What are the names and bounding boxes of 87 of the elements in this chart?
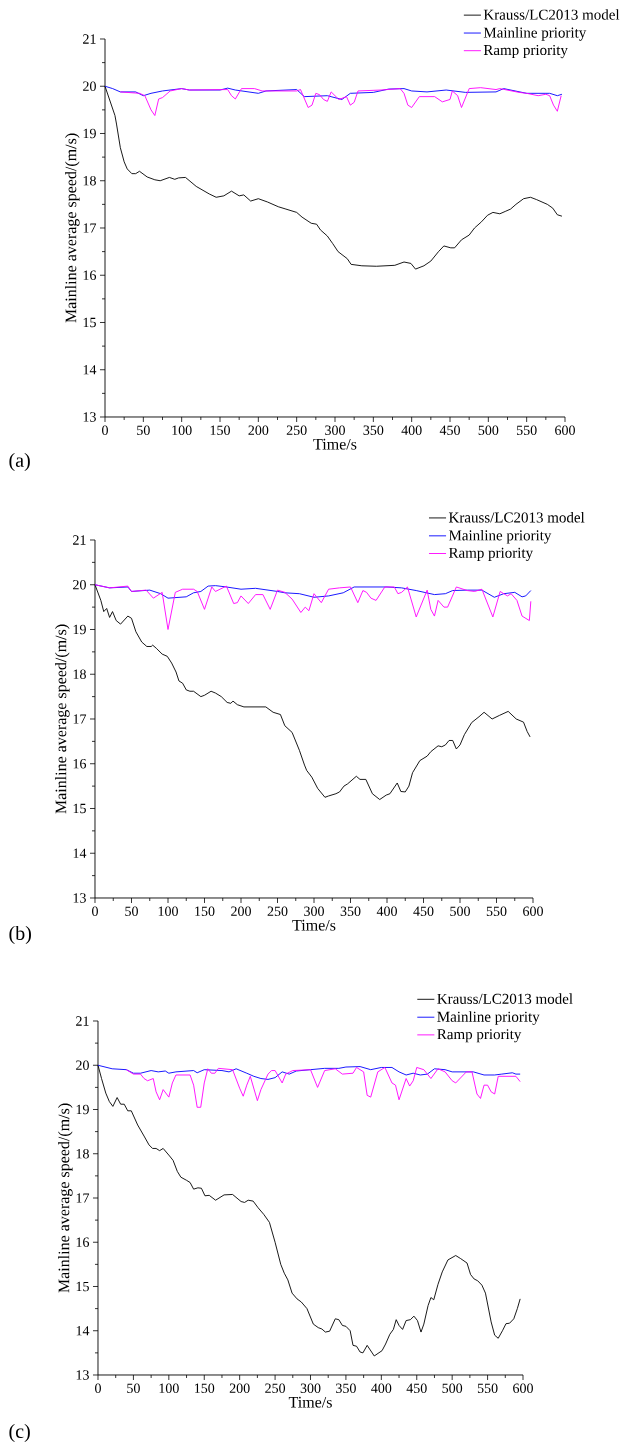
x-tick-label: 300 (304, 906, 324, 916)
x-tick-label: 450 (413, 906, 434, 916)
x-tick-label: 450 (439, 425, 460, 435)
y-tick-label: 19 (76, 1104, 89, 1115)
x-tick-label: 150 (210, 425, 230, 435)
y-tick-label: 13 (73, 893, 86, 903)
x-tick-label: 350 (363, 425, 384, 435)
x-tick-label: 50 (125, 906, 138, 916)
x-tick-label: 250 (267, 906, 288, 916)
legend-label: Mainline priority (483, 27, 587, 41)
y-tick-label: 17 (73, 714, 87, 724)
x-tick-label: 50 (137, 425, 150, 435)
x-tick-label: 350 (340, 906, 361, 916)
y-tick-label: 16 (73, 759, 87, 769)
x-tick-label: 0 (102, 425, 108, 435)
x-tick-label: 50 (127, 1383, 140, 1393)
y-tick-label: 21 (73, 535, 86, 545)
y-tick-label: 18 (83, 176, 96, 186)
line-series (104, 85, 563, 100)
x-axis-title: Time/s (288, 1396, 332, 1408)
x-tick-label: 200 (248, 425, 269, 435)
x-tick-label: 0 (95, 1383, 101, 1393)
x-tick-label: 400 (401, 425, 422, 435)
x-tick-label: 450 (406, 1383, 427, 1393)
y-tick-label: 13 (83, 412, 96, 422)
text: (c) (9, 1423, 30, 1443)
y-tick-label: 17 (83, 223, 97, 233)
y-tick-label: 16 (83, 270, 97, 280)
x-tick-label: 250 (265, 1383, 286, 1393)
y-tick-label: 20 (76, 1060, 89, 1070)
text: (a) (9, 452, 30, 472)
legend-label: Krauss/LC2013 model (437, 993, 573, 1004)
x-tick-label: 600 (523, 906, 543, 916)
y-tick-label: 13 (76, 1370, 89, 1380)
line-series (97, 1064, 521, 1080)
y-tick-label: 19 (73, 624, 86, 635)
text: (b) (9, 925, 31, 945)
y-tick-label: 18 (73, 669, 86, 679)
x-tick-label: 100 (172, 425, 192, 435)
x-tick-label: 500 (478, 425, 499, 435)
y-axis-title: Mainline average speed/(m/s) (55, 624, 70, 814)
x-tick-label: 300 (300, 1383, 321, 1393)
legend-label: Krauss/LC2013 model (483, 9, 620, 20)
y-tick-label: 15 (83, 317, 96, 328)
x-tick-label: 100 (159, 1383, 179, 1393)
x-tick-label: 300 (325, 425, 345, 435)
y-axis-title: Mainline average speed/(m/s) (65, 133, 80, 323)
x-tick-label: 500 (450, 906, 470, 916)
legend-label: Mainline priority (448, 529, 552, 544)
y-tick-label: 21 (76, 1016, 89, 1026)
x-tick-label: 600 (555, 425, 575, 435)
x-tick-label: 0 (92, 906, 98, 916)
x-tick-label: 150 (195, 906, 215, 916)
legend-label: Ramp priority (437, 1029, 522, 1043)
y-tick-label: 18 (76, 1149, 89, 1159)
x-tick-label: 200 (231, 906, 251, 916)
x-tick-label: 550 (516, 425, 537, 435)
y-tick-label: 20 (73, 580, 86, 590)
x-tick-label: 200 (229, 1383, 250, 1393)
y-tick-label: 16 (76, 1237, 90, 1247)
y-tick-label: 15 (76, 1281, 89, 1292)
x-axis-title: Time/s (292, 919, 336, 931)
x-tick-label: 400 (376, 906, 397, 916)
legend-label: Ramp priority (448, 547, 534, 561)
x-tick-label: 100 (158, 906, 178, 916)
y-tick-label: 17 (76, 1193, 90, 1203)
legend-label: Mainline priority (437, 1011, 540, 1025)
y-tick-label: 14 (76, 1326, 90, 1336)
x-tick-label: 250 (286, 425, 307, 435)
x-tick-label: 400 (371, 1383, 392, 1393)
y-tick-label: 15 (73, 803, 86, 814)
y-tick-label: 19 (83, 128, 96, 139)
x-tick-label: 550 (477, 1383, 498, 1393)
x-tick-label: 550 (486, 906, 507, 916)
y-tick-label: 20 (83, 81, 96, 91)
y-axis-title: Mainline average speed/(m/s) (58, 1103, 73, 1293)
x-tick-label: 350 (336, 1383, 356, 1393)
y-tick-label: 14 (83, 365, 97, 375)
y-tick-label: 21 (83, 34, 96, 44)
x-tick-label: 600 (513, 1383, 533, 1393)
legend-label: Krauss/LC2013 model (448, 511, 585, 523)
x-axis-title: Time/s (313, 438, 357, 450)
x-tick-label: 150 (194, 1383, 215, 1393)
line-series (94, 584, 532, 630)
y-tick-label: 14 (73, 848, 87, 858)
x-tick-label: 500 (442, 1383, 463, 1393)
legend-label: Ramp priority (483, 44, 568, 59)
